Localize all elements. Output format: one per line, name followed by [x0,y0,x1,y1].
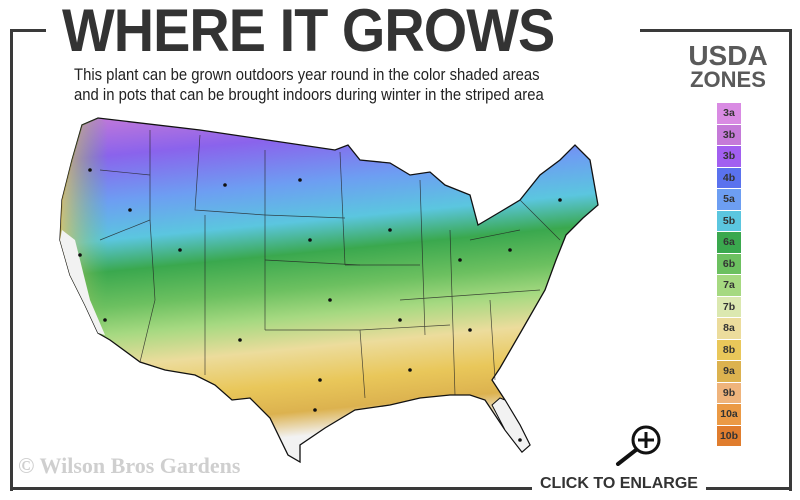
legend-zone-3b: 3b [717,146,741,167]
legend-title: USDA ZONES [683,40,773,92]
legend-zone-5a: 5a [717,189,741,210]
zone-legend: 3a 3b 3b 4b 5a 5b 6a 6b 7a 7b 8a 8b 9a 9b 10a 10b [717,103,741,447]
frame-left [10,29,13,491]
legend-title-line-1: USDA [688,40,768,71]
frame-right [789,29,792,491]
legend-zone-8b: 8b [717,339,741,360]
watermark: © Wilson Bros Gardens [18,453,241,478]
legend-zone-5b: 5b [717,210,741,231]
legend-zone-8a: 8a [717,318,741,339]
legend-zone-10b: 10b [717,425,741,446]
city-markers [78,168,562,442]
subtitle-line-1: This plant can be grown outdoors year ro… [74,66,540,84]
legend-zone-9a: 9a [717,361,741,382]
page-title: WHERE IT GROWS [62,0,555,64]
legend-zone-10a: 10a [717,404,741,425]
florida-frost-free [491,397,531,453]
frame-bottom [10,487,792,490]
california-coast-frost-free [60,230,105,335]
frame-top-left [10,29,46,32]
frame-top-right [640,29,792,32]
subtitle-line-2: and in pots that can be brought indoors … [74,86,544,104]
state-borders [99,130,561,399]
legend-zone-7b: 7b [717,296,741,317]
legend-zone-9b: 9b [717,382,741,403]
click-to-enlarge-button[interactable]: CLICK TO ENLARGE [532,475,706,493]
legend-title-line-2: ZONES [690,67,766,92]
legend-zone-6a: 6a [717,232,741,253]
legend-zone-3a: 3a [717,103,741,124]
legend-zone-3b: 3b [717,124,741,145]
legend-zone-7a: 7a [717,275,741,296]
legend-zone-4b: 4b [717,167,741,188]
legend-zone-6b: 6b [717,253,741,274]
us-outline [59,117,599,464]
magnifier-plus-icon[interactable] [608,422,664,466]
